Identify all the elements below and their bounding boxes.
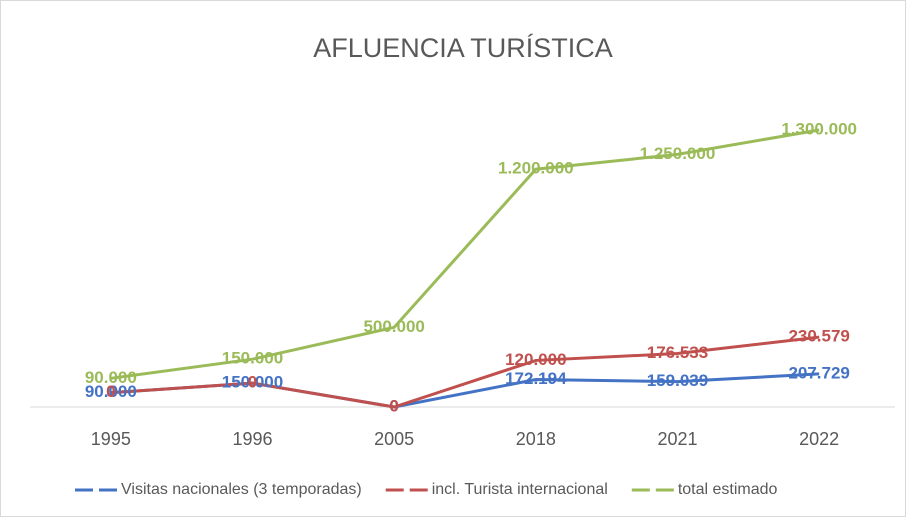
data-label: 207.729: [788, 363, 849, 382]
data-label: 159.039: [647, 371, 708, 390]
data-label: 1.250.000: [640, 144, 716, 163]
legend-label: incl. Turista internacional: [432, 481, 608, 498]
chart-title: AFLUENCIA TURÍSTICA: [313, 33, 613, 63]
x-tick-label: 1996: [232, 429, 272, 449]
data-label: 120.000: [505, 350, 566, 369]
data-label: 0: [389, 396, 398, 415]
x-tick-label: 2005: [374, 429, 414, 449]
data-label: 230.579: [788, 327, 849, 346]
legend-label: Visitas nacionales (3 temporadas): [121, 481, 362, 498]
data-label: 172.194: [505, 369, 567, 388]
data-label: 1.200.000: [498, 159, 574, 178]
data-label: 0: [248, 373, 257, 392]
x-tick-label: 1995: [91, 429, 131, 449]
data-label: 90.000: [85, 368, 137, 387]
data-label: 150.000: [222, 349, 283, 368]
x-tick-label: 2018: [516, 429, 556, 449]
data-label: 176.533: [647, 343, 708, 362]
legend-label: total estimado: [678, 481, 778, 498]
data-label: 1.300.000: [781, 119, 857, 138]
data-label: 500.000: [363, 317, 424, 336]
data-label: 150.000: [222, 373, 283, 392]
data-label: 0: [389, 396, 398, 415]
x-tick-label: 2021: [657, 429, 697, 449]
series-line: [110, 335, 820, 409]
data-label: 0: [106, 382, 115, 401]
data-label: 90.000: [85, 382, 137, 401]
x-tick-label: 2022: [799, 429, 839, 449]
series-line: [110, 128, 820, 380]
